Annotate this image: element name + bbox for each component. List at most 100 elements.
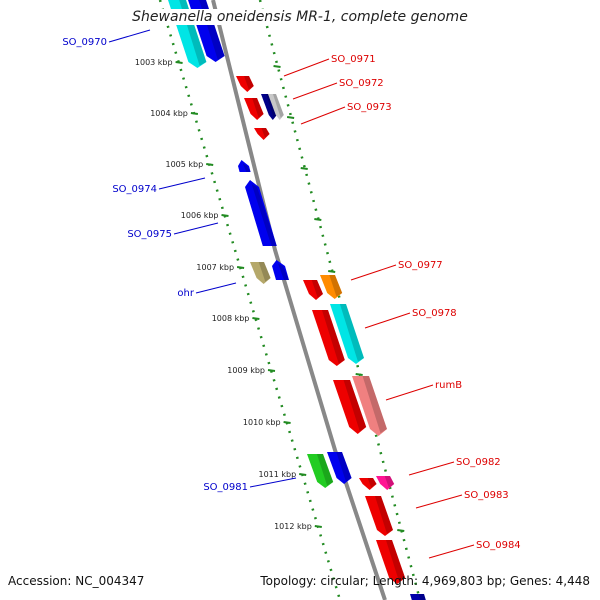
gene-body bbox=[245, 180, 277, 246]
gene-body bbox=[330, 304, 364, 364]
gene-shade bbox=[329, 275, 343, 297]
minus-gene-label: SO_0975 bbox=[127, 229, 172, 240]
gene-body bbox=[238, 160, 251, 172]
gene-arrow-20 bbox=[359, 478, 377, 490]
gene-shade bbox=[251, 184, 277, 246]
plus-leader-line bbox=[385, 384, 434, 401]
gene-body bbox=[352, 376, 387, 436]
gene-arrow-13 bbox=[320, 275, 343, 299]
map-title: Shewanella oneidensis MR-1, complete gen… bbox=[0, 9, 600, 25]
topology-summary: Topology: circular; Length: 4,969,803 bp… bbox=[260, 574, 590, 588]
plus-gene-label: SO_0971 bbox=[331, 54, 376, 65]
minus-track-guide bbox=[158, 0, 342, 600]
gene-arrow-3 bbox=[236, 76, 254, 92]
minus-leader-line bbox=[173, 222, 219, 235]
outer-kbp-tick bbox=[328, 270, 336, 273]
kbp-label: 1004 kbp bbox=[150, 109, 188, 118]
gene-arrow-15 bbox=[330, 304, 364, 364]
plus-leader-line bbox=[428, 544, 475, 559]
gene-arrow-16 bbox=[333, 380, 367, 434]
gene-shade bbox=[362, 376, 387, 434]
gene-shade bbox=[311, 280, 323, 298]
gene-shade bbox=[343, 380, 367, 432]
gene-shade bbox=[384, 476, 395, 488]
gene-shade bbox=[272, 94, 284, 118]
gene-arrow-19 bbox=[327, 452, 352, 484]
gene-shade bbox=[242, 163, 251, 172]
gene-shade bbox=[252, 98, 264, 118]
gene-shade bbox=[339, 304, 364, 362]
inner-kbp-tick bbox=[221, 214, 229, 217]
gene-arrow-9 bbox=[245, 180, 277, 246]
inner-kbp-tick bbox=[190, 112, 199, 115]
inner-kbp-tick bbox=[206, 163, 214, 166]
gene-body bbox=[236, 76, 254, 92]
gene-body bbox=[254, 128, 270, 140]
inner-kbp-tick bbox=[175, 61, 183, 64]
kbp-label: 1011 kbp bbox=[258, 470, 296, 479]
minus-leader-line bbox=[108, 29, 151, 43]
plus-gene-label: SO_0982 bbox=[456, 457, 501, 468]
kbp-label: 1010 kbp bbox=[243, 418, 281, 427]
kbp-label: 1009 kbp bbox=[227, 366, 265, 375]
gene-body bbox=[307, 454, 334, 488]
gene-arrow-4 bbox=[244, 98, 264, 120]
outer-kbp-tick bbox=[273, 65, 281, 68]
minus-gene-label: SO_0981 bbox=[203, 482, 248, 493]
inner-kbp-tick bbox=[267, 369, 276, 372]
gene-shade bbox=[336, 452, 352, 482]
minus-gene-label: ohr bbox=[177, 288, 194, 299]
genome-backbone bbox=[211, 0, 387, 600]
minus-gene-label: SO_0970 bbox=[62, 37, 107, 48]
plus-gene-label: SO_0983 bbox=[464, 490, 509, 501]
gene-arrow-23 bbox=[376, 540, 406, 584]
inner-kbp-tick bbox=[236, 266, 245, 269]
gene-arrow-6 bbox=[268, 94, 284, 120]
gene-body bbox=[365, 496, 393, 536]
inner-kbp-tick bbox=[314, 525, 322, 528]
genome-title: Shewanella oneidensis MR-1, complete gen… bbox=[126, 9, 474, 25]
gene-arrow-11 bbox=[272, 260, 289, 280]
gene-body bbox=[272, 260, 289, 280]
gene-body bbox=[376, 476, 395, 490]
gene-shade bbox=[244, 76, 254, 90]
kbp-label: 1003 kbp bbox=[135, 58, 173, 67]
kbp-label: 1006 kbp bbox=[181, 211, 219, 220]
gene-body bbox=[376, 540, 406, 584]
gene-arrow-21 bbox=[376, 476, 395, 490]
kbp-label: 1008 kbp bbox=[212, 314, 250, 323]
kbp-label: 1005 kbp bbox=[165, 160, 203, 169]
gene-arrow-18 bbox=[307, 454, 334, 488]
plus-leader-line bbox=[350, 264, 397, 281]
gene-body bbox=[410, 594, 426, 600]
outer-kbp-tick bbox=[355, 373, 363, 376]
inner-kbp-tick bbox=[283, 421, 291, 424]
gene-shade bbox=[367, 478, 377, 488]
plus-gene-label: SO_0978 bbox=[412, 308, 457, 319]
gene-body bbox=[261, 94, 277, 120]
gene-body bbox=[303, 280, 323, 300]
minus-leader-line bbox=[158, 177, 206, 190]
gene-arrow-14 bbox=[312, 310, 345, 366]
plus-leader-line bbox=[408, 461, 455, 476]
gene-body bbox=[312, 310, 345, 366]
plus-leader-line bbox=[300, 106, 346, 125]
gene-arrow-8 bbox=[238, 160, 251, 172]
gene-body bbox=[359, 478, 377, 490]
gene-shade bbox=[316, 454, 334, 486]
outer-kbp-tick bbox=[286, 116, 295, 119]
plus-gene-label: SO_0984 bbox=[476, 540, 521, 551]
minus-leader-line bbox=[195, 282, 237, 294]
gene-body bbox=[327, 452, 352, 484]
outer-kbp-tick bbox=[397, 529, 405, 532]
gene-shade bbox=[321, 310, 345, 364]
gene-body bbox=[268, 94, 284, 120]
gene-shade bbox=[261, 128, 270, 138]
gene-shade bbox=[418, 594, 426, 600]
plus-track-guide bbox=[258, 0, 422, 600]
gene-arrow-12 bbox=[303, 280, 323, 300]
plus-leader-line bbox=[364, 312, 411, 329]
plus-leader-line bbox=[292, 82, 338, 100]
outer-kbp-tick bbox=[314, 218, 322, 221]
